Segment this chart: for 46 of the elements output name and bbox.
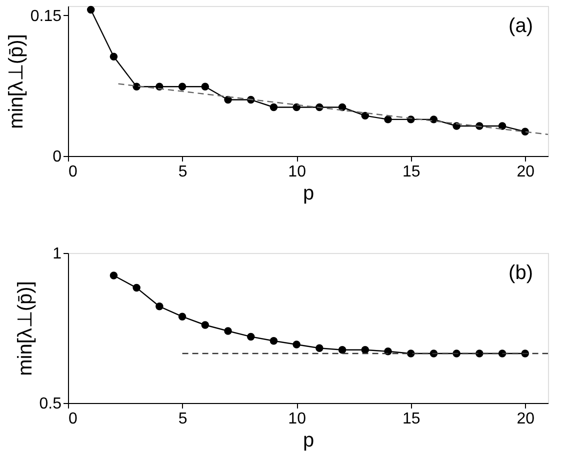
x-tick-label: 15	[402, 410, 420, 428]
point	[361, 112, 370, 120]
point	[384, 116, 392, 124]
point	[246, 332, 255, 341]
point	[498, 350, 506, 358]
y-tick-label: 0.15	[30, 8, 62, 25]
point	[338, 103, 346, 112]
point	[292, 340, 300, 348]
point	[156, 302, 164, 310]
point	[338, 346, 346, 354]
x-axis-title: p	[302, 182, 314, 204]
point	[270, 337, 278, 345]
point	[224, 96, 232, 104]
y-tick-label: 0	[52, 148, 62, 166]
point	[292, 103, 300, 112]
point	[224, 327, 232, 335]
x-tick-label: 10	[288, 164, 306, 180]
point	[430, 116, 438, 124]
x-tick-label: 20	[516, 410, 535, 428]
annotation: (b)	[508, 262, 533, 284]
x-tick-label: 5	[178, 164, 188, 180]
point	[498, 122, 506, 130]
point	[361, 346, 370, 354]
point	[406, 350, 415, 358]
x-tick-label: 0	[68, 410, 78, 428]
point	[132, 284, 140, 292]
point	[110, 52, 118, 60]
annotation: (a)	[508, 15, 533, 37]
point	[86, 6, 95, 14]
y-axis-title: min[λ⊥(p̄)]	[14, 281, 36, 376]
point	[270, 103, 278, 112]
x-tick-label: 5	[178, 410, 188, 428]
y-axis-title: min[λ⊥(p̄)]	[5, 34, 28, 129]
y-tick-label: 0.5	[39, 396, 62, 412]
x-axis-title: p	[302, 430, 314, 452]
x-tick-label: 15	[402, 164, 420, 180]
x-tick-label: 0	[68, 164, 78, 180]
x-tick-label: 10	[288, 410, 306, 428]
y-tick-label: 1	[52, 246, 62, 262]
point	[201, 82, 210, 90]
point	[316, 344, 324, 352]
point	[178, 312, 186, 320]
point	[201, 321, 210, 329]
x-tick-label: 20	[516, 164, 535, 180]
point	[178, 82, 186, 90]
point	[110, 272, 118, 280]
